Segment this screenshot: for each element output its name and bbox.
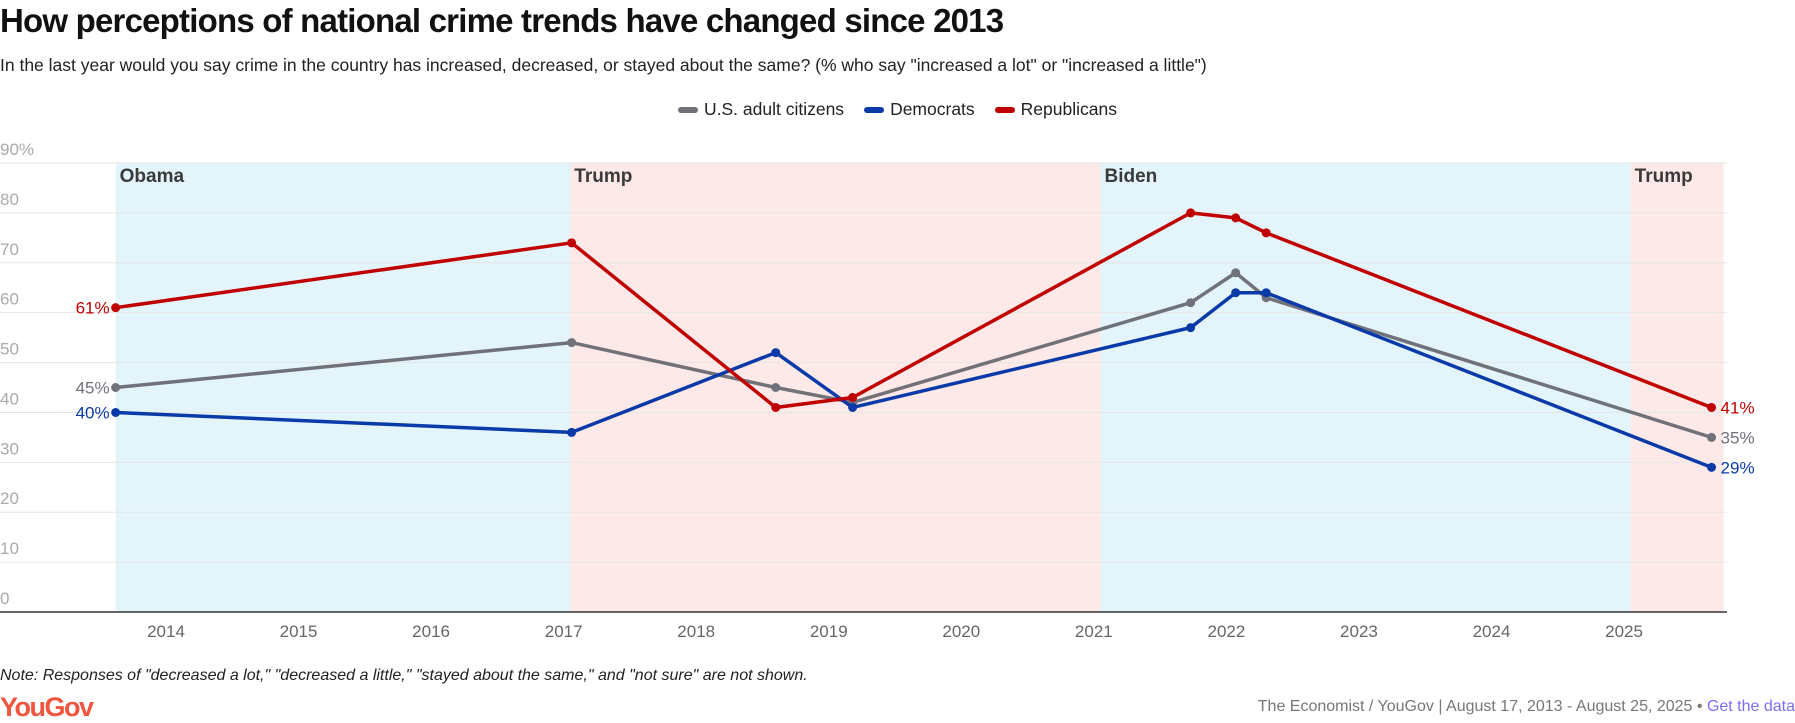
data-point xyxy=(771,348,781,358)
period-band-biden xyxy=(1100,163,1631,612)
x-tick-label: 2023 xyxy=(1340,622,1378,641)
x-tick-label: 2025 xyxy=(1605,622,1643,641)
y-tick-label: 90% xyxy=(0,140,34,159)
data-point xyxy=(1231,268,1241,278)
end-value-label: 35% xyxy=(1721,428,1755,447)
data-point xyxy=(848,402,858,412)
legend-item-democrats: Democrats xyxy=(864,99,975,120)
y-tick-label: 20 xyxy=(0,489,19,508)
data-point xyxy=(1707,462,1717,472)
data-point xyxy=(1231,288,1241,298)
y-tick-label: 70 xyxy=(0,240,19,259)
data-point xyxy=(567,427,577,437)
data-point xyxy=(111,383,121,392)
yougov-logo: YouGov xyxy=(0,692,94,722)
x-tick-label: 2022 xyxy=(1207,622,1245,641)
chart-subtitle: In the last year would you say crime in … xyxy=(0,55,1207,75)
legend-swatch xyxy=(864,106,885,113)
x-tick-label: 2021 xyxy=(1075,622,1113,641)
data-point xyxy=(771,383,781,392)
get-data-link[interactable]: Get the data xyxy=(1706,698,1795,715)
source-line: The Economist / YouGov | August 17, 2013… xyxy=(1258,698,1795,716)
period-band-trump xyxy=(1630,163,1724,612)
data-point xyxy=(1186,298,1196,308)
y-tick-label: 40 xyxy=(0,389,19,408)
data-point xyxy=(111,407,121,417)
data-point xyxy=(111,303,121,313)
legend-label: Democrats xyxy=(890,99,975,119)
legend-item-us-adults: U.S. adult citizens xyxy=(678,99,844,120)
y-tick-label: 10 xyxy=(0,539,19,558)
start-value-label: 61% xyxy=(76,299,110,318)
period-label: Trump xyxy=(1635,166,1693,187)
chart-note: Note: Responses of "decreased a lot," "d… xyxy=(0,667,808,684)
y-tick-label: 0 xyxy=(0,589,9,608)
legend: U.S. adult citizens Democrats Republican… xyxy=(0,99,1795,120)
x-tick-label: 2020 xyxy=(942,622,980,641)
x-tick-label: 2017 xyxy=(545,622,583,641)
start-value-label: 40% xyxy=(76,403,110,422)
data-point xyxy=(1261,288,1271,298)
y-tick-label: 30 xyxy=(0,439,19,458)
y-tick-label: 50 xyxy=(0,340,19,359)
x-tick-label: 2014 xyxy=(147,622,185,641)
data-point xyxy=(1261,228,1271,238)
y-tick-label: 80 xyxy=(0,190,19,209)
period-band-obama xyxy=(115,163,571,612)
period-band-trump xyxy=(570,163,1101,612)
data-point xyxy=(567,238,577,248)
data-point xyxy=(567,338,577,348)
legend-item-republicans: Republicans xyxy=(994,99,1117,120)
data-point xyxy=(1231,213,1241,223)
series-line-democrats xyxy=(115,290,1713,469)
data-point xyxy=(848,392,858,402)
x-tick-label: 2019 xyxy=(810,622,848,641)
x-tick-label: 2016 xyxy=(412,622,450,641)
y-tick-label: 60 xyxy=(0,290,19,309)
data-point xyxy=(1707,432,1717,442)
end-value-label: 41% xyxy=(1721,398,1755,417)
x-tick-label: 2018 xyxy=(677,622,715,641)
data-point xyxy=(1186,208,1196,218)
legend-swatch xyxy=(678,106,698,113)
x-tick-label: 2015 xyxy=(280,622,318,641)
series-line-republicans xyxy=(115,211,1713,410)
legend-label: U.S. adult citizens xyxy=(704,99,845,119)
start-value-label: 45% xyxy=(76,379,110,398)
chart-title: How perceptions of national crime trends… xyxy=(0,2,1004,39)
data-point xyxy=(771,402,781,412)
period-label: Biden xyxy=(1104,166,1157,187)
end-value-label: 29% xyxy=(1721,458,1755,477)
legend-swatch xyxy=(994,106,1015,113)
period-label: Obama xyxy=(120,166,185,187)
legend-label: Republicans xyxy=(1020,99,1117,119)
data-point xyxy=(1707,402,1717,412)
source-text: The Economist / YouGov | August 17, 2013… xyxy=(1257,698,1707,715)
data-point xyxy=(1186,323,1196,333)
x-tick-label: 2024 xyxy=(1473,622,1511,641)
period-label: Trump xyxy=(574,166,632,187)
